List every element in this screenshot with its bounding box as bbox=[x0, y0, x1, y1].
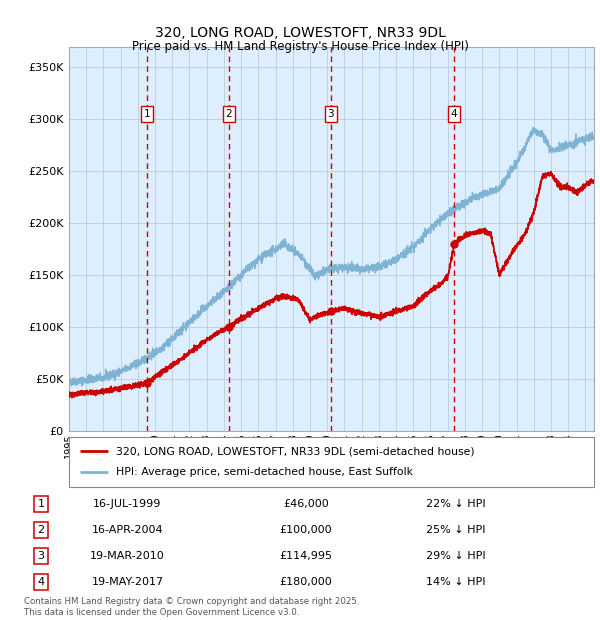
Text: 25% ↓ HPI: 25% ↓ HPI bbox=[426, 525, 485, 535]
Text: 4: 4 bbox=[37, 577, 44, 587]
Text: 3: 3 bbox=[328, 109, 334, 119]
Text: 16-APR-2004: 16-APR-2004 bbox=[92, 525, 163, 535]
Text: 14% ↓ HPI: 14% ↓ HPI bbox=[426, 577, 485, 587]
Text: Price paid vs. HM Land Registry's House Price Index (HPI): Price paid vs. HM Land Registry's House … bbox=[131, 40, 469, 53]
Text: 1: 1 bbox=[38, 499, 44, 509]
Text: 16-JUL-1999: 16-JUL-1999 bbox=[93, 499, 161, 509]
Text: 2: 2 bbox=[37, 525, 44, 535]
Text: 4: 4 bbox=[451, 109, 458, 119]
Text: HPI: Average price, semi-detached house, East Suffolk: HPI: Average price, semi-detached house,… bbox=[116, 467, 413, 477]
Text: £100,000: £100,000 bbox=[280, 525, 332, 535]
Text: Contains HM Land Registry data © Crown copyright and database right 2025.
This d: Contains HM Land Registry data © Crown c… bbox=[24, 598, 359, 617]
Text: 3: 3 bbox=[38, 551, 44, 561]
Text: 320, LONG ROAD, LOWESTOFT, NR33 9DL: 320, LONG ROAD, LOWESTOFT, NR33 9DL bbox=[155, 26, 445, 40]
Text: £114,995: £114,995 bbox=[280, 551, 332, 561]
Text: 19-MAY-2017: 19-MAY-2017 bbox=[91, 577, 164, 587]
Text: £46,000: £46,000 bbox=[283, 499, 329, 509]
Text: 29% ↓ HPI: 29% ↓ HPI bbox=[426, 551, 485, 561]
Text: 2: 2 bbox=[226, 109, 232, 119]
Text: £180,000: £180,000 bbox=[280, 577, 332, 587]
Text: 19-MAR-2010: 19-MAR-2010 bbox=[90, 551, 165, 561]
Text: 320, LONG ROAD, LOWESTOFT, NR33 9DL (semi-detached house): 320, LONG ROAD, LOWESTOFT, NR33 9DL (sem… bbox=[116, 446, 475, 456]
Text: 22% ↓ HPI: 22% ↓ HPI bbox=[426, 499, 485, 509]
Text: 1: 1 bbox=[144, 109, 151, 119]
